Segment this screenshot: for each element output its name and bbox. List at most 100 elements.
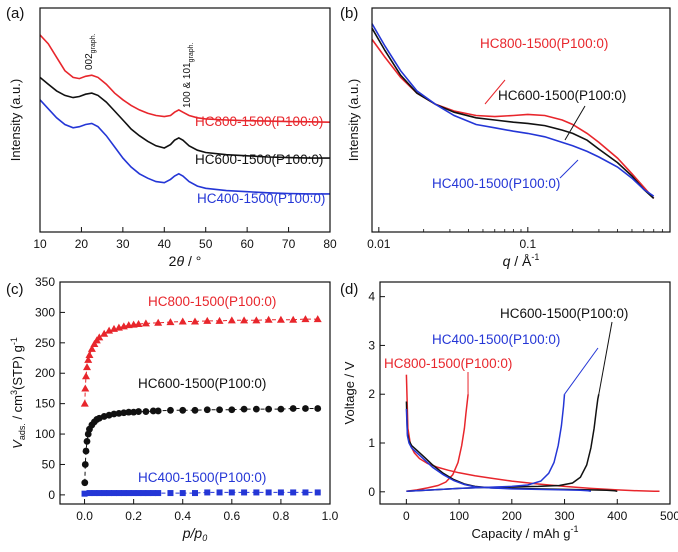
leader-line-blue — [559, 159, 579, 179]
data-point-triangle — [178, 317, 187, 325]
x-tick-label: 70 — [282, 237, 296, 251]
x-tick-label: 0 — [403, 509, 410, 523]
data-point-circle — [81, 479, 89, 487]
data-point-square — [314, 489, 321, 496]
y-tick-label: 250 — [35, 336, 55, 350]
data-point-square — [101, 490, 108, 497]
data-point-square — [302, 489, 309, 496]
data-point-square — [253, 489, 260, 496]
data-point-triangle — [85, 350, 94, 358]
data-point-circle — [277, 405, 285, 413]
data-point-triangle — [100, 329, 109, 337]
data-point-square — [265, 489, 272, 496]
series-line-blue — [39, 99, 330, 195]
y-tick-label: 50 — [42, 457, 56, 471]
data-point-square — [150, 490, 157, 497]
data-point-triangle — [301, 315, 310, 323]
panel-a: 10 20 30 40 50 60 70 80 (a) Intensity (a.u.) 2θ / … — [6, 5, 337, 269]
x-tick-label: 60 — [240, 237, 254, 251]
y-tick-label: 4 — [368, 290, 375, 304]
x-tick-label: 400 — [607, 509, 627, 523]
data-point-triangle — [141, 319, 150, 327]
leader-line-black — [564, 105, 586, 141]
series-label: HC800-1500(P100:0) — [480, 36, 608, 51]
series-line-black — [39, 76, 330, 159]
x-axis-label: 2θ / ° — [169, 253, 202, 269]
data-point-circle — [216, 406, 223, 414]
data-point-triangle — [215, 316, 224, 324]
series-label: HC800-1500(P100:0) — [384, 356, 512, 371]
data-point-triangle — [105, 326, 114, 334]
data-point-circle — [314, 405, 322, 412]
x-axis-label: q / Å-1 — [503, 252, 540, 269]
panel-d: 0 100 200 300 400 500 0 1 2 3 4 (d) Voltage / V Capac… — [340, 281, 678, 541]
y-tick-label: 300 — [35, 305, 55, 319]
data-point-triangle — [289, 315, 298, 323]
y-tick-label: 0 — [48, 488, 55, 502]
y-tick-label: 100 — [35, 427, 55, 441]
x-tick-label: 300 — [555, 509, 575, 523]
data-point-circle — [203, 406, 211, 414]
data-point-square — [204, 489, 211, 496]
data-point-square — [91, 490, 98, 497]
leader-line-blue — [564, 347, 599, 395]
y-tick-label: 0 — [368, 485, 375, 499]
data-point-circle — [179, 406, 187, 414]
x-tick-label: 100 — [449, 509, 469, 523]
data-point-circle — [82, 447, 90, 455]
data-point-triangle — [81, 384, 90, 392]
data-point-triangle — [84, 355, 93, 363]
panel-label-d: (d) — [340, 281, 358, 298]
plot-frame-a — [39, 7, 331, 233]
series-label: HC600-1500(P100:0) — [195, 152, 323, 167]
data-point-square — [192, 490, 198, 497]
data-point-square — [179, 490, 186, 497]
data-point-triangle — [240, 316, 249, 324]
data-point-square — [140, 490, 147, 497]
x-tick-label: 50 — [199, 237, 213, 251]
data-point-circle — [228, 406, 236, 414]
data-point-square — [167, 490, 174, 497]
leader-line-red — [484, 79, 506, 105]
x-tick-label: 1.0 — [322, 509, 339, 523]
series-label: HC800-1500(P100:0) — [195, 114, 323, 129]
data-point-circle — [149, 407, 157, 415]
panel-c: 0.0 0.2 0.4 0.6 0.8 1.0 0 50 100 150 200 250 300 350 (… — [6, 275, 339, 543]
x-tick-label: 500 — [660, 509, 678, 523]
x-tick-label: 0.4 — [174, 509, 191, 523]
charge-curve-black — [406, 394, 600, 493]
x-axis-label: p/p0 — [182, 525, 207, 543]
data-point-square — [277, 489, 284, 496]
y-tick-label: 200 — [35, 366, 55, 380]
charge-curve-blue — [406, 394, 566, 493]
panel-b: 0.01 0.1 (b) Intensity (a.u.) q / Å-1 HC800-1… — [340, 5, 671, 269]
y-tick-label: 1 — [368, 436, 375, 450]
x-tick-label: 0.01 — [367, 237, 391, 251]
discharge-curve-blue — [405, 408, 592, 493]
data-point-circle — [83, 437, 91, 445]
data-point-triangle — [203, 316, 212, 324]
data-point-triangle — [82, 372, 91, 380]
data-point-square — [111, 490, 117, 497]
x-tick-label: 0.8 — [273, 509, 290, 523]
y-tick-label: 3 — [368, 338, 375, 352]
series-label: HC600-1500(P100:0) — [500, 306, 628, 321]
x-tick-label: 80 — [323, 237, 337, 251]
x-tick-label: 30 — [116, 237, 130, 251]
charge-curve-red — [406, 394, 469, 493]
data-point-circle — [167, 406, 174, 414]
x-axis-label: Capacity / mAh g-1 — [471, 524, 578, 541]
data-point-circle — [142, 408, 150, 415]
series-label: HC400-1500(P100:0) — [432, 332, 560, 347]
data-point-circle — [289, 405, 297, 412]
data-point-square — [81, 490, 88, 497]
data-point-square — [216, 489, 223, 496]
data-point-triangle — [313, 315, 322, 323]
series-label: HC400-1500(P100:0) — [138, 470, 266, 485]
panel-label-c: (c) — [6, 281, 24, 298]
series-label: HC600-1500(P100:0) — [498, 88, 626, 103]
data-point-triangle — [252, 316, 261, 324]
discharge-curve-black — [405, 401, 618, 493]
data-point-square — [130, 490, 137, 497]
